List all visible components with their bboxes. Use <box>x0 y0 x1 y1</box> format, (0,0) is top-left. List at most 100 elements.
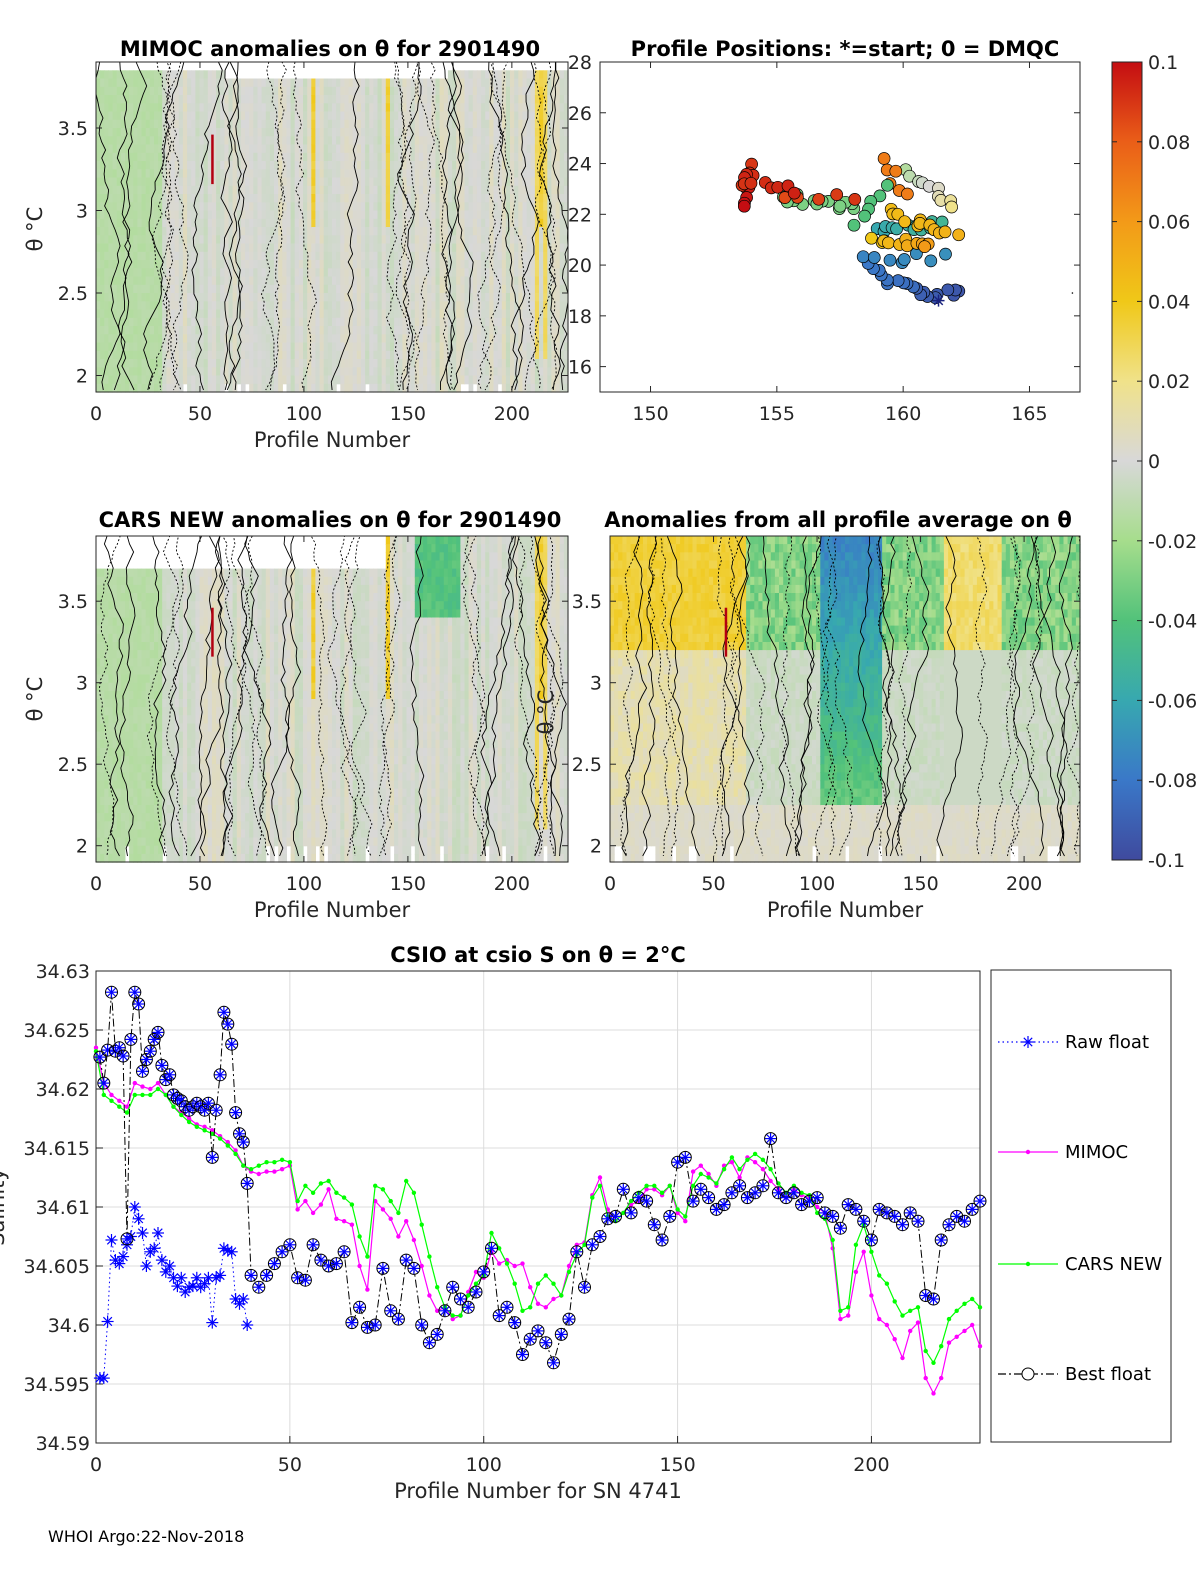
heatmap-cell <box>501 78 507 88</box>
heatmap-cell <box>439 301 445 311</box>
heatmap-cell <box>141 111 147 121</box>
heatmap-cell <box>356 136 362 146</box>
heatmap-cell <box>522 185 528 195</box>
heatmap-cell <box>505 185 511 195</box>
heatmap-cell <box>211 210 217 220</box>
heatmap-cell <box>286 284 292 294</box>
heatmap-cell <box>497 276 503 286</box>
heatmap-cell <box>232 161 238 170</box>
heatmap-cell <box>145 128 151 137</box>
heatmap-cell <box>116 251 122 261</box>
heatmap-cell <box>195 359 201 368</box>
heatmap-cell <box>381 177 387 187</box>
heatmap-cell <box>100 218 105 228</box>
heatmap-cell <box>303 350 308 360</box>
heatmap-cell <box>178 202 184 212</box>
heatmap-cell <box>170 103 176 113</box>
heatmap-cell <box>406 309 412 319</box>
heatmap-cell <box>555 103 561 113</box>
heatmap-cell <box>145 367 151 377</box>
heatmap-cell <box>427 128 432 137</box>
heatmap-cell <box>187 152 192 162</box>
heatmap-cell <box>439 243 445 253</box>
heatmap-cell <box>249 103 254 113</box>
heatmap-cell <box>530 243 536 253</box>
heatmap-cell <box>228 161 234 170</box>
heatmap-cell <box>427 78 432 88</box>
heatmap-cell <box>249 227 254 236</box>
heatmap-cell <box>547 334 552 344</box>
heatmap-cell <box>240 342 246 352</box>
heatmap-cell <box>120 584 126 594</box>
profile-position-point <box>830 188 844 201</box>
heatmap-cell <box>551 251 557 261</box>
heatmap-cell <box>456 152 461 162</box>
heatmap-cell <box>129 739 134 749</box>
heatmap-cell <box>170 235 176 245</box>
heatmap-cell <box>373 383 379 393</box>
heatmap-cell <box>149 367 155 377</box>
heatmap-cell <box>265 293 271 302</box>
heatmap-cell <box>112 260 118 269</box>
heatmap-cell <box>298 293 304 302</box>
heatmap-cell <box>369 177 374 187</box>
heatmap-cell <box>481 367 486 377</box>
heatmap-cell <box>352 383 358 393</box>
axes-box <box>95 61 569 393</box>
heatmap-cell <box>220 70 225 80</box>
heatmap-cell <box>96 788 101 798</box>
heatmap-cell <box>125 723 130 733</box>
heatmap-cell <box>129 796 134 806</box>
heatmap-cell <box>476 260 482 269</box>
heatmap-cell <box>348 293 354 302</box>
heatmap-cell <box>348 111 354 121</box>
heatmap-cell <box>240 326 246 335</box>
heatmap-cell <box>522 128 528 137</box>
heatmap-cell <box>352 350 358 360</box>
heatmap-cell <box>348 194 354 203</box>
heatmap-cell <box>518 317 523 327</box>
heatmap-cell <box>211 136 217 146</box>
heatmap-cell <box>332 218 337 228</box>
heatmap-cell <box>377 317 383 327</box>
heatmap-cell <box>505 301 511 311</box>
heatmap-cell <box>96 202 101 212</box>
heatmap-cell <box>207 350 213 360</box>
heatmap-cell <box>402 119 408 129</box>
heatmap-cell <box>253 218 258 228</box>
heatmap-cell <box>344 144 350 154</box>
heatmap-cell <box>108 111 114 121</box>
heatmap-cell <box>108 326 114 335</box>
heatmap-cell <box>154 260 159 269</box>
heatmap-cell <box>414 210 420 220</box>
heatmap-cell <box>530 293 536 302</box>
heatmap-cell <box>423 111 428 121</box>
heatmap-cell <box>96 813 101 822</box>
heatmap-cell <box>514 243 519 253</box>
heatmap-cell <box>174 86 180 96</box>
heatmap-cell <box>311 268 316 278</box>
heatmap-cell <box>96 723 101 733</box>
heatmap-cell <box>261 161 267 170</box>
heatmap-cell <box>116 177 122 187</box>
heatmap-cell <box>249 276 254 286</box>
heatmap-cell <box>315 293 321 302</box>
heatmap-cell <box>278 119 283 129</box>
heatmap-cell <box>116 788 122 798</box>
heatmap-cell <box>187 177 192 187</box>
heatmap-cell <box>414 326 420 335</box>
heatmap-cell <box>427 119 432 129</box>
heatmap-cell <box>137 86 143 96</box>
heatmap-cell <box>327 218 333 228</box>
heatmap-cell <box>485 86 490 96</box>
heatmap-cell <box>158 359 163 368</box>
profile-position-point <box>812 192 826 206</box>
heatmap-cell <box>240 103 246 113</box>
heatmap-cell <box>530 268 536 278</box>
heatmap-cell <box>518 210 523 220</box>
heatmap-cell <box>526 144 532 154</box>
heatmap-cell <box>100 617 105 627</box>
anomaly-contour <box>477 61 503 391</box>
heatmap-cell <box>468 293 474 302</box>
heatmap-cell <box>182 375 188 385</box>
